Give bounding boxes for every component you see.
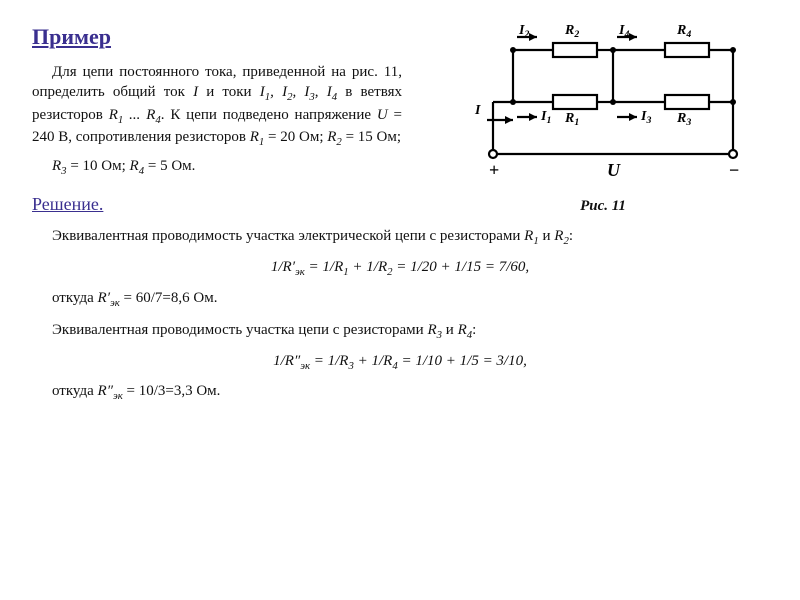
svg-text:R1: R1: [564, 111, 579, 128]
circuit-diagram: I I2 I1 I4 I3 R2 R4 R1 R3 U + −: [453, 22, 753, 192]
svg-text:R2: R2: [564, 23, 579, 40]
svg-text:I4: I4: [618, 23, 629, 40]
formula-1: 1/R′эк = 1/R1 + 1/R2 = 1/20 + 1/15 = 7/6…: [32, 257, 768, 280]
result-2: откуда R″эк = 10/3=3,3 Ом.: [32, 381, 768, 404]
svg-text:I1: I1: [540, 109, 551, 126]
svg-text:R4: R4: [676, 23, 691, 40]
circuit-figure: I I2 I1 I4 I3 R2 R4 R1 R3 U + − Рис. 11: [438, 22, 768, 216]
figure-caption: Рис. 11: [438, 196, 768, 216]
svg-text:+: +: [489, 160, 499, 180]
svg-text:I: I: [474, 103, 481, 118]
svg-text:I3: I3: [640, 109, 651, 126]
svg-text:−: −: [729, 160, 739, 180]
svg-text:U: U: [607, 160, 621, 180]
para-eq2: Эквивалентная проводимость участка цепи …: [32, 320, 768, 343]
svg-text:R3: R3: [676, 111, 691, 128]
svg-text:I2: I2: [518, 23, 529, 40]
formula-2: 1/R″эк = 1/R3 + 1/R4 = 1/10 + 1/5 = 3/10…: [32, 351, 768, 374]
result-1: откуда R′эк = 60/7=8,6 Ом.: [32, 288, 768, 311]
problem-statement: Для цепи постоянного тока, приведенной н…: [32, 62, 402, 150]
para-eq1: Эквивалентная проводимость участка элект…: [32, 226, 768, 249]
